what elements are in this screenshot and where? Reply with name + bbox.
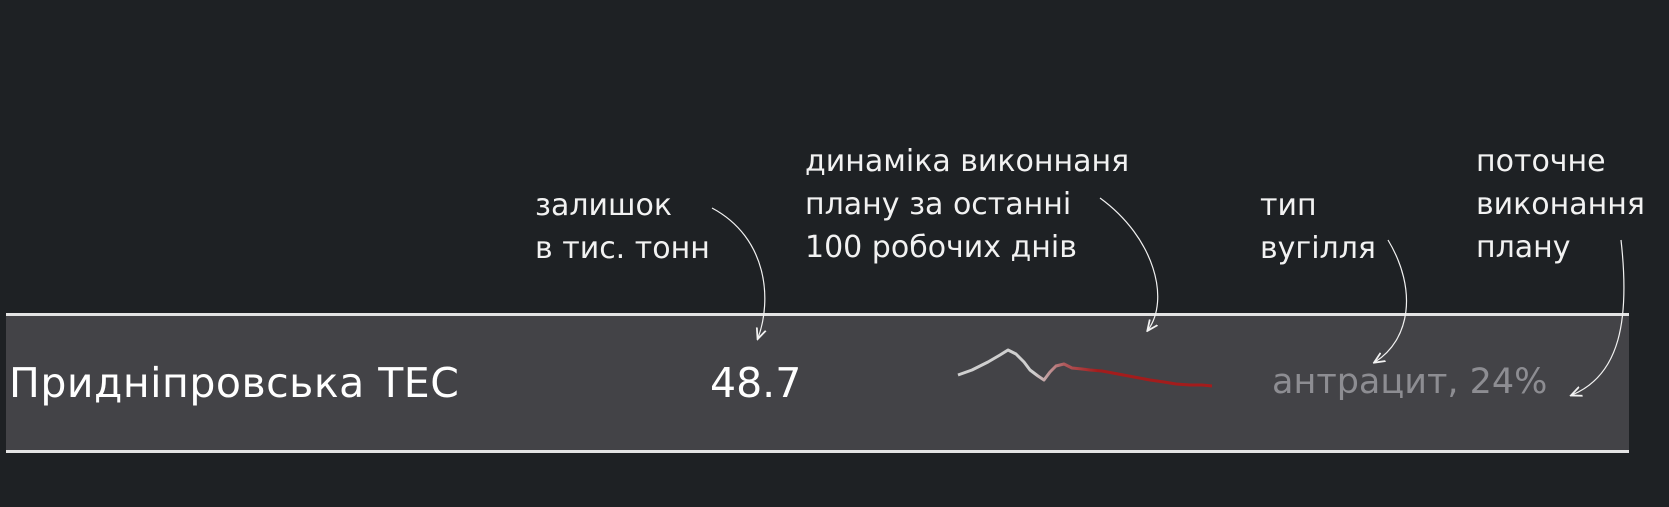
annotation-plan-dynamics: динаміка виконнаня плану за останні 100 … [805, 140, 1129, 269]
annotation-plan-dynamics-line-1: динаміка виконнаня [805, 144, 1130, 179]
annotation-remainder-line-2: в тис. тонн [535, 231, 710, 266]
coal-type-and-plan: антрацит, 24% [1272, 362, 1548, 402]
annotation-current-plan-line-3: плану [1476, 230, 1571, 265]
plan-sparkline [957, 348, 1213, 388]
annotation-remainder: залишок в тис. тонн [535, 184, 710, 270]
annotation-coal-type-line-2: вугілля [1260, 231, 1376, 266]
annotation-current-plan-line-1: поточне [1476, 144, 1606, 179]
annotation-coal-type-line-1: тип [1260, 188, 1317, 223]
annotation-plan-dynamics-line-3: 100 робочих днів [805, 230, 1077, 265]
annotation-current-plan: поточне виконання плану [1476, 140, 1645, 269]
annotation-current-plan-line-2: виконання [1476, 187, 1645, 222]
annotation-remainder-line-1: залишок [535, 188, 672, 223]
plant-row[interactable]: Придніпровська ТЕС 48.7 антрацит, 24% [6, 313, 1629, 453]
sparkline-line [957, 348, 1213, 388]
stock-value: 48.7 [710, 359, 802, 407]
annotation-plan-dynamics-line-2: плану за останні [805, 187, 1072, 222]
annotation-coal-type: тип вугілля [1260, 184, 1376, 270]
plant-name: Придніпровська ТЕС [9, 359, 460, 407]
